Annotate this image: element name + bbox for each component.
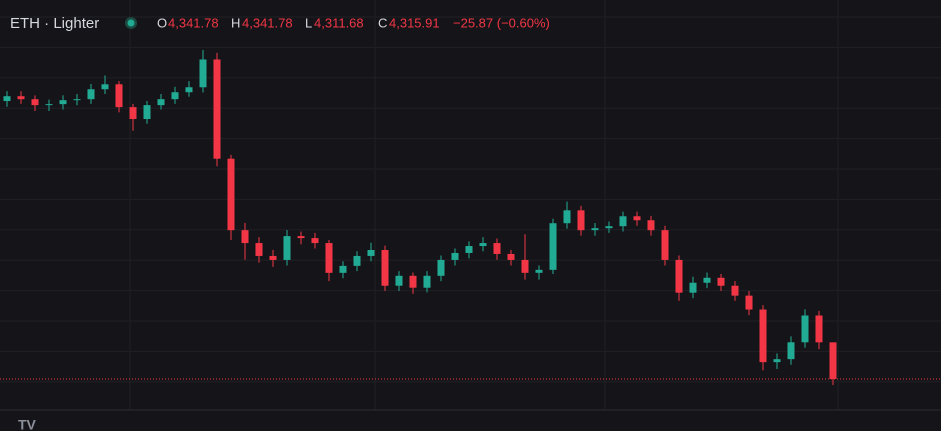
candle-body [395,275,403,286]
candle-body [465,246,473,253]
candle-body [17,96,25,100]
candle-body [325,243,333,273]
candle-body [283,236,291,260]
candle-body [773,359,781,363]
candle-body [563,210,571,224]
grid [0,0,941,410]
candle-body [535,269,543,273]
candle-body [549,223,557,270]
candle-body [451,252,459,260]
candle-body [171,92,179,100]
candle-body [717,277,725,286]
candle-body [129,107,137,120]
candle-body [787,342,795,360]
candle-body [829,342,837,380]
candle-body [311,238,319,244]
candle-body [703,277,711,283]
open-label: O [157,15,167,30]
candle-body [633,216,641,221]
candle-body [241,230,249,244]
candle-body [353,255,361,266]
candle-body [605,226,613,229]
candle-body [59,100,67,105]
candle-body [199,59,207,88]
candle-body [269,255,277,260]
bottom-strip [0,410,941,431]
candle-body [745,295,753,310]
candle-body [437,259,445,276]
candle-body [157,99,165,106]
candle-body [577,210,585,231]
low-value: 4,311.68 [314,15,364,30]
candle-body [297,236,305,239]
high-value: 4,341.78 [242,15,293,30]
candle-body [73,99,81,101]
candle-body [255,243,263,256]
candle-body [815,315,823,343]
close-value: 4,315.91 [389,15,440,30]
candle-body [115,84,123,108]
open-value: 4,341.78 [168,15,219,30]
candle-body [409,275,417,288]
candle-body [521,259,529,273]
symbol: ETH · Lighter [10,15,99,32]
candle-body [31,99,39,106]
candle-body [213,59,221,159]
candle-body [367,250,375,256]
candle-body [339,265,347,273]
close-label: C [378,15,387,30]
status-dot [127,19,135,27]
candle-body [479,243,487,247]
candle-body [143,105,151,120]
candle-body [3,96,11,102]
candle-body [801,315,809,343]
plot [0,50,941,385]
candle-body [759,309,767,363]
high-label: H [231,15,240,30]
candle-body [507,253,515,260]
candle-body [101,84,109,90]
candle-body [661,230,669,260]
candle-body [675,259,683,293]
candle-body [45,104,53,106]
low-label: L [305,15,312,30]
candle-body [731,285,739,296]
candle-body [493,243,501,254]
candle-body [689,282,697,293]
candle-body [647,220,655,231]
candle-body [591,228,599,231]
candle-body [619,216,627,227]
candle-body [227,158,235,231]
candle-body [185,87,193,93]
change-value: −25.87 (−0.60%) [453,15,550,30]
candle-body [381,250,389,286]
logo: TV [18,417,37,431]
candle-body [87,89,95,100]
candle-body [423,275,431,288]
